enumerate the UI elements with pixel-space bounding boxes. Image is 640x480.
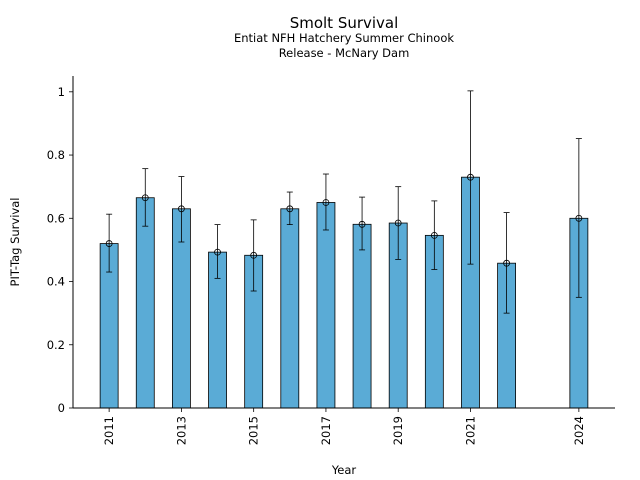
point-marker-2011 — [105, 240, 113, 247]
bar-2017 — [316, 202, 336, 409]
point-marker-2024 — [575, 214, 583, 222]
x-axis-label: Year — [331, 463, 357, 477]
y-tick-label-0: 0 — [58, 401, 65, 415]
x-tick-label-2011: 2011 — [102, 416, 116, 445]
point-marker-2015 — [250, 251, 258, 259]
y-tick-label-4: 0.8 — [47, 148, 65, 162]
point-marker-2013 — [177, 205, 185, 213]
bar-2018 — [352, 223, 372, 409]
point-marker-2016 — [286, 205, 294, 213]
bar-2012 — [135, 197, 155, 409]
y-tick-label-2: 0.4 — [47, 275, 65, 289]
chart-subtitle-line2: Release - McNary Dam — [279, 46, 410, 60]
x-tick-label-2024: 2024 — [572, 416, 586, 445]
x-tick-label-2017: 2017 — [319, 416, 333, 445]
chart-title: Smolt Survival — [290, 14, 399, 32]
x-tick-label-2019: 2019 — [391, 416, 405, 445]
x-tick-label-2013: 2013 — [174, 416, 188, 445]
y-tick-label-1: 0.2 — [47, 338, 65, 352]
point-marker-2017 — [322, 199, 330, 206]
chart-subtitle-line1: Entiat NFH Hatchery Summer Chinook — [234, 31, 454, 45]
point-marker-2022 — [503, 259, 511, 267]
point-marker-2021 — [467, 173, 474, 181]
point-marker-2012 — [141, 194, 149, 202]
point-marker-2018 — [358, 220, 366, 228]
plot-area: 0 0.2 0.4 0.6 0.8 1 2011 2013 2015 2017 2019 2021 20… — [47, 76, 615, 445]
x-tick-label-2015: 2015 — [247, 416, 261, 445]
point-marker-2014 — [214, 248, 221, 256]
y-axis-label: PIT-Tag Survival — [8, 198, 22, 287]
bar-2016 — [280, 208, 300, 409]
point-marker-2020 — [430, 231, 438, 239]
y-tick-label-5: 1 — [58, 85, 65, 99]
y-tick-label-3: 0.6 — [47, 211, 65, 225]
x-tick-label-2021: 2021 — [463, 416, 477, 445]
point-marker-2019 — [394, 219, 402, 227]
